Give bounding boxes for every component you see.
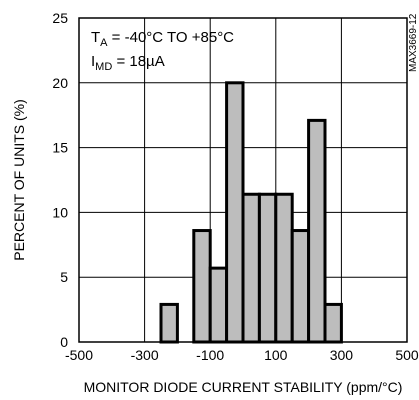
annotation-i-symbol: I: [91, 53, 95, 70]
histogram-bar: [208, 266, 229, 344]
x-axis-label: MONITOR DIODE CURRENT STABILITY (ppm/°C): [84, 379, 403, 395]
annotation-i-value: = 18µA: [112, 53, 164, 70]
figure-code: MAX3669-12: [408, 13, 419, 72]
histogram-bar: [290, 229, 311, 344]
x-tick-label: 500: [395, 347, 419, 363]
annotation-t-subscript: A: [100, 37, 108, 49]
x-tick-label: -500: [65, 347, 93, 363]
y-tick-label: 20: [52, 75, 68, 91]
y-tick-label: 25: [52, 10, 68, 26]
histogram-bar: [323, 302, 343, 344]
histogram-bar: [192, 229, 212, 344]
histogram-bar: [159, 302, 179, 344]
histogram-bar: [307, 118, 327, 344]
plot-frame: [78, 17, 408, 343]
annotation-t-value: = -40°C TO +85°C: [108, 29, 235, 46]
x-tick-labels: -500 -300 -100 100 300 500: [65, 347, 419, 363]
y-tick-label: 15: [52, 140, 68, 156]
temperature-range-annotation: TA = -40°C TO +85°C: [91, 29, 234, 49]
x-tick-label: -100: [196, 347, 224, 363]
histogram-bar: [274, 192, 294, 344]
x-tick-label: -300: [131, 347, 159, 363]
x-tick-label: 100: [264, 347, 288, 363]
histogram-bar: [257, 192, 278, 344]
histogram-bar: [225, 81, 245, 344]
y-tick-label: 10: [52, 204, 68, 220]
x-tick-label: 300: [330, 347, 354, 363]
annotation-t-symbol: T: [91, 29, 100, 46]
annotation-i-subscript: MD: [95, 61, 112, 73]
y-tick-label: 0: [60, 334, 68, 350]
current-annotation: IMD = 18µA: [91, 53, 165, 73]
y-tick-label: 5: [60, 269, 68, 285]
y-tick-labels: 0 5 10 15 20 25: [52, 10, 68, 350]
histogram-bar: [241, 192, 261, 344]
y-axis-label: PERCENT OF UNITS (%): [11, 99, 27, 261]
